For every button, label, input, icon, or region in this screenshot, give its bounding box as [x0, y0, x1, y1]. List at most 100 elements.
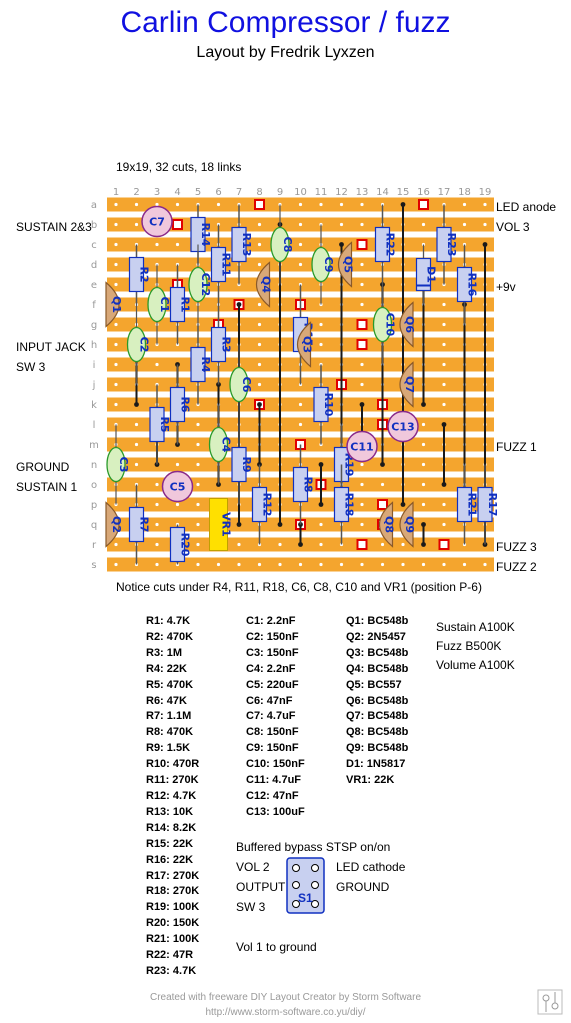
- film-capacitor: [372, 306, 393, 343]
- semiconductor-list-item: Q8: BC548b: [346, 726, 409, 739]
- electrolytic-capacitor: [387, 410, 419, 443]
- strip-hole: [360, 482, 364, 487]
- resistor-label: R4: [199, 356, 212, 372]
- strip-hole: [155, 522, 159, 527]
- strip-hole: [483, 202, 487, 207]
- row-letter: e: [91, 280, 97, 291]
- resistor-list-item: R22: 47R: [146, 949, 194, 962]
- label-vol3: VOL 3: [496, 220, 530, 234]
- semiconductor-list-item: Q4: BC548b: [346, 662, 409, 675]
- resistor-body: [313, 386, 329, 423]
- strip-cut: [356, 539, 368, 550]
- strip-hole: [278, 562, 282, 567]
- link-end: [257, 402, 262, 407]
- resistor-label: R5: [158, 416, 171, 432]
- strip-hole: [442, 522, 446, 527]
- strip-hole: [134, 202, 139, 207]
- switch-label: S1: [298, 891, 313, 905]
- row-letter: s: [91, 560, 96, 571]
- strip-hole: [134, 462, 139, 467]
- resistor-body: [210, 246, 227, 283]
- resistor-list-item: R11: 270K: [146, 774, 199, 787]
- footer-url[interactable]: http://www.storm-software.co.yu/diy/: [205, 1007, 366, 1018]
- film-capacitor: [229, 366, 249, 403]
- resistor-list-item: R21: 100K: [146, 933, 200, 946]
- strip-hole: [196, 462, 200, 467]
- row-letter: o: [91, 480, 97, 491]
- strip-hole: [175, 462, 180, 467]
- capacitor-list-item: C7: 4.7uF: [246, 710, 296, 723]
- semiconductor-list-item: Q6: BC548b: [346, 694, 409, 707]
- strip-hole: [237, 562, 241, 567]
- transistor: [105, 501, 120, 548]
- strip-hole: [134, 442, 139, 447]
- link-end: [400, 202, 406, 207]
- resistor-list-item: R9: 1.5K: [146, 742, 191, 755]
- row-letter: b: [91, 220, 97, 231]
- strip-hole: [155, 202, 159, 207]
- strip-hole: [155, 562, 159, 567]
- switch-s1: [286, 857, 325, 914]
- strip-hole: [298, 202, 303, 207]
- strip-hole: [216, 202, 221, 207]
- strip-hole: [155, 362, 159, 367]
- row-letter: r: [92, 540, 97, 551]
- resistor-body: [456, 486, 473, 523]
- column-number: 11: [315, 187, 328, 198]
- resistor-body: [190, 346, 206, 383]
- strip-cut: [438, 539, 450, 550]
- strip-hole: [401, 562, 405, 567]
- strip-hole: [155, 542, 159, 547]
- strip-hole: [175, 502, 180, 507]
- resistor-list-item: R3: 1M: [146, 646, 183, 659]
- resistor-list-item: R6: 47K: [146, 694, 187, 707]
- capacitor-label: C7: [149, 216, 165, 229]
- capacitor-label: C9: [322, 257, 335, 273]
- label-fuzz-3: FUZZ 3: [496, 540, 537, 554]
- strip-hole: [380, 482, 385, 487]
- strip-hole: [257, 322, 262, 327]
- row-letter: c: [91, 240, 97, 251]
- label-input-jack: INPUT JACK: [16, 340, 86, 354]
- link-end: [236, 522, 242, 527]
- strip-hole: [298, 562, 303, 567]
- strip-hole: [298, 402, 303, 407]
- resistor-list-item: R2: 470K: [146, 630, 194, 643]
- capacitor-list-item: C8: 150nF: [246, 726, 299, 739]
- strip-hole: [114, 542, 118, 547]
- strip-hole: [196, 562, 200, 567]
- column-number: 12: [335, 187, 348, 198]
- strip-hole: [421, 502, 426, 507]
- capacitor-list-item: C2: 150nF: [246, 630, 299, 643]
- resistor-list-item: R17: 270K: [146, 869, 200, 882]
- transistor: [378, 501, 394, 548]
- capacitor-list-item: C12: 47nF: [246, 789, 299, 802]
- resistor-body: [374, 226, 391, 263]
- strip-hole: [257, 302, 262, 307]
- diode-d1: [415, 257, 432, 292]
- strip-hole: [134, 222, 139, 227]
- resistor-body: [128, 506, 145, 543]
- resistor-label: R18: [343, 493, 356, 517]
- strip-hole: [298, 222, 303, 227]
- label-fuzz-1: FUZZ 1: [496, 440, 537, 454]
- strip-hole: [442, 362, 446, 367]
- link-end: [236, 302, 242, 307]
- film-capacitor: [126, 326, 147, 363]
- strip-hole: [155, 242, 159, 247]
- capacitor-label: C1: [158, 297, 171, 313]
- film-capacitor: [106, 446, 126, 483]
- capacitor-label: C8: [281, 237, 294, 253]
- link-end: [400, 502, 406, 507]
- resistor-label: R11: [220, 253, 233, 277]
- strip-hole: [360, 302, 364, 307]
- switch-sw3: SW 3: [236, 900, 266, 914]
- strip-hole: [360, 202, 364, 207]
- page-title: Carlin Compressor / fuzz: [120, 6, 451, 39]
- pot-list-item: Sustain A100K: [436, 620, 515, 634]
- resistor-body: [169, 526, 186, 563]
- strip-hole: [319, 202, 323, 207]
- strip-hole: [114, 322, 118, 327]
- strip-cut: [356, 339, 368, 350]
- resistor-list-item: R12: 4.7K: [146, 789, 197, 802]
